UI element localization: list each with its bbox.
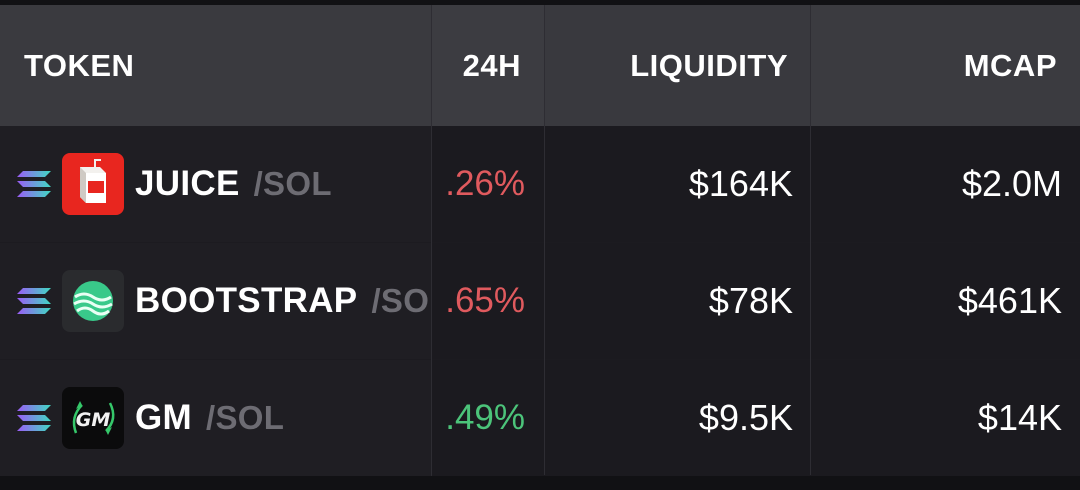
column-header-24h[interactable]: 24H — [432, 5, 545, 126]
change-24h: .49% — [445, 398, 525, 437]
gm-logo: GM — [62, 387, 124, 449]
column-divider — [810, 5, 811, 475]
table-row[interactable]: JUICE /SOL .26% $164K $2.0M — [0, 126, 1080, 242]
pair-label: /SOL — [205, 399, 285, 436]
pair-label: /SOL — [253, 165, 332, 202]
solana-icon — [17, 405, 51, 431]
table-row[interactable]: GM GM /SOL .49% $9.5K $14K — [0, 360, 1080, 476]
token-cell: JUICE /SOL — [0, 126, 431, 242]
token-symbol[interactable]: JUICE /SOL — [135, 126, 332, 242]
column-header-liquidity[interactable]: LIQUIDITY — [545, 5, 811, 126]
liquidity-value: $9.5K — [698, 397, 793, 438]
solana-icon — [17, 171, 51, 197]
table-row[interactable]: BOOTSTRAP /SOL .65% $78K $461K — [0, 243, 1080, 359]
mcap-value: $461K — [957, 280, 1062, 321]
green-wave-logo — [62, 270, 124, 332]
token-cell: BOOTSTRAP /SOL — [0, 243, 431, 359]
change-24h: .26% — [445, 164, 525, 203]
column-divider — [544, 5, 545, 475]
column-divider — [431, 5, 432, 475]
liquidity-value: $164K — [688, 163, 793, 204]
pair-label: /SOL — [371, 282, 431, 319]
mcap-value: $14K — [977, 397, 1062, 438]
liquidity-value: $78K — [708, 280, 793, 321]
solana-icon — [17, 288, 51, 314]
token-cell: GM GM /SOL — [0, 360, 431, 476]
token-symbol[interactable]: GM /SOL — [135, 360, 284, 476]
table-header: TOKEN 24H LIQUIDITY MCAP — [0, 5, 1080, 126]
change-24h: .65% — [445, 281, 525, 320]
svg-text:GM: GM — [76, 409, 111, 431]
column-header-token[interactable]: TOKEN — [24, 47, 135, 83]
mcap-value: $2.0M — [961, 163, 1062, 204]
column-header-mcap[interactable]: MCAP — [811, 5, 1080, 126]
token-symbol[interactable]: BOOTSTRAP /SOL — [135, 243, 431, 359]
bottom-edge — [0, 476, 1080, 490]
top-edge — [0, 0, 1080, 5]
juice-box-logo — [62, 153, 124, 215]
